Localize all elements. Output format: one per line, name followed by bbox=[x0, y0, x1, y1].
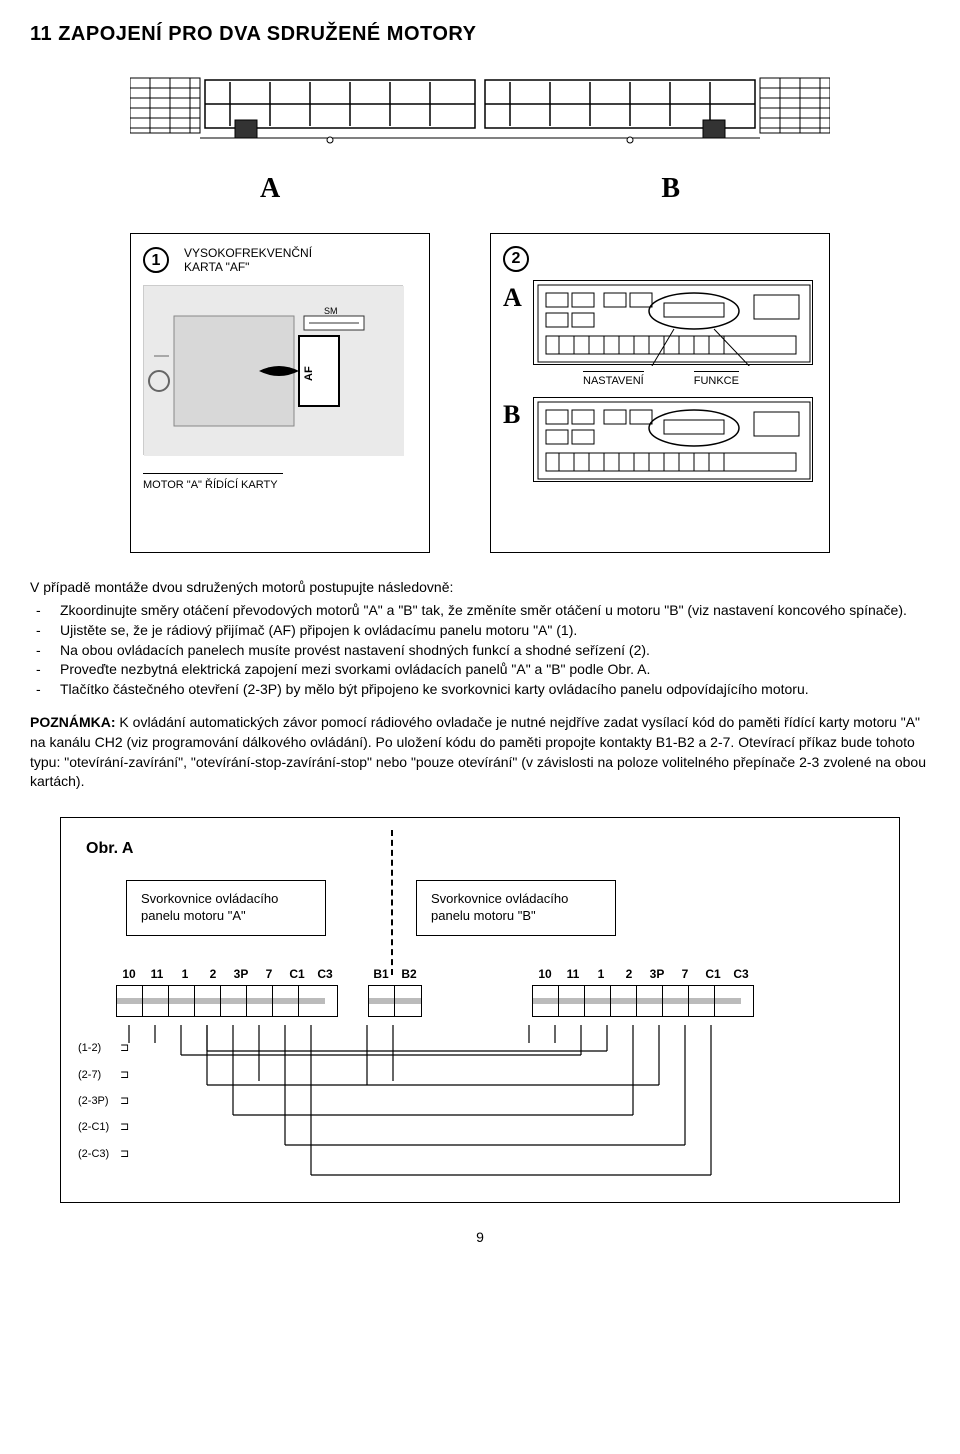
board-right-num: 2 bbox=[503, 246, 529, 272]
terminal-block-mid: B1B2 bbox=[368, 966, 422, 1017]
bullet-2: Na obou ovládacích panelech musíte prové… bbox=[60, 641, 930, 661]
svork-box-b: Svorkovnice ovládacího panelu motoru "B" bbox=[416, 880, 616, 936]
pcb-a bbox=[533, 280, 813, 365]
gate-label-a: A bbox=[260, 169, 280, 208]
bullet-0: Zkoordinujte směry otáčení převodových m… bbox=[60, 601, 930, 621]
pcb-label-b: B bbox=[503, 397, 525, 433]
wire-label-4: (2-C3) bbox=[78, 1141, 120, 1167]
svork-box-a: Svorkovnice ovládacího panelu motoru "A" bbox=[126, 880, 326, 936]
wire-label-0: (1-2) bbox=[78, 1035, 120, 1061]
page-title: 11 ZAPOJENÍ PRO DVA SDRUŽENÉ MOTORY bbox=[30, 20, 930, 48]
gate-label-b: B bbox=[661, 169, 680, 208]
dashed-divider bbox=[391, 830, 393, 975]
terminal-block-a: 1011 12 3P7 C1C3 bbox=[116, 966, 338, 1017]
terminal-block-b: 1011 12 3P7 C1C3 bbox=[532, 966, 754, 1017]
pcb-a-label-funcs: FUNKCE bbox=[694, 371, 739, 389]
note-block: POZNÁMKA: K ovládání automatických závor… bbox=[30, 713, 930, 791]
page-number: 9 bbox=[30, 1228, 930, 1248]
wire-label-3: (2-C1) bbox=[78, 1114, 120, 1140]
note-label: POZNÁMKA: bbox=[30, 714, 116, 730]
bullet-3: Proveďte nezbytná elektrická zapojení me… bbox=[60, 660, 930, 680]
board-left: 1 VYSOKOFREKVENČNÍ KARTA "AF" AF SM MOTO… bbox=[130, 233, 430, 553]
board-left-image: AF SM bbox=[143, 285, 403, 455]
board-right: 2 A bbox=[490, 233, 830, 553]
bullet-1: Ujistěte se, že je rádiový přijímač (AF)… bbox=[60, 621, 930, 641]
pcb-label-a: A bbox=[503, 280, 525, 316]
wire-label-1: (2-7) bbox=[78, 1062, 120, 1088]
intro-line: V případě montáže dvou sdružených motorů… bbox=[30, 578, 930, 598]
obr-title: Obr. A bbox=[86, 838, 874, 860]
wire-label-2: (2-3P) bbox=[78, 1088, 120, 1114]
note-text: K ovládání automatických závor pomocí rá… bbox=[30, 714, 926, 789]
body-text: V případě montáže dvou sdružených motorů… bbox=[30, 578, 930, 792]
pcb-a-label-settings: NASTAVENÍ bbox=[583, 371, 644, 389]
gate-diagram bbox=[30, 68, 930, 154]
bullet-4: Tlačítko částečného otevření (2-3P) by m… bbox=[60, 680, 930, 700]
bullet-list: -Zkoordinujte směry otáčení převodových … bbox=[30, 601, 930, 699]
board-left-num: 1 bbox=[143, 247, 169, 273]
obr-a-box: Obr. A Svorkovnice ovládacího panelu mot… bbox=[60, 817, 900, 1204]
board-left-caption: MOTOR "A" ŘÍDÍCÍ KARTY bbox=[143, 473, 283, 493]
gate-ab-labels: A B bbox=[130, 169, 830, 208]
svg-text:AF: AF bbox=[303, 366, 315, 381]
pcb-b bbox=[533, 397, 813, 482]
board-left-header-text: VYSOKOFREKVENČNÍ KARTA "AF" bbox=[184, 246, 312, 275]
svg-text:SM: SM bbox=[324, 306, 338, 316]
